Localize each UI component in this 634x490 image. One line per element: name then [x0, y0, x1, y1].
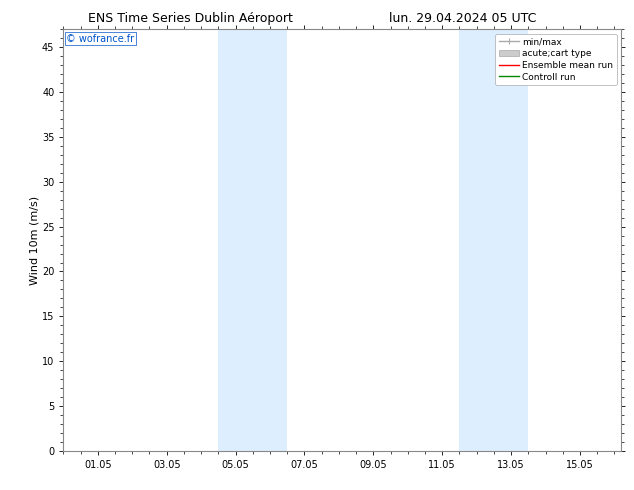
- Legend: min/max, acute;cart type, Ensemble mean run, Controll run: min/max, acute;cart type, Ensemble mean …: [495, 34, 617, 85]
- Bar: [460, 29, 528, 451]
- Y-axis label: Wind 10m (m/s): Wind 10m (m/s): [29, 196, 39, 285]
- Text: © wofrance.fr: © wofrance.fr: [66, 34, 134, 44]
- Text: lun. 29.04.2024 05 UTC: lun. 29.04.2024 05 UTC: [389, 12, 536, 25]
- Bar: [218, 29, 287, 451]
- Text: ENS Time Series Dublin Aéroport: ENS Time Series Dublin Aéroport: [87, 12, 293, 25]
